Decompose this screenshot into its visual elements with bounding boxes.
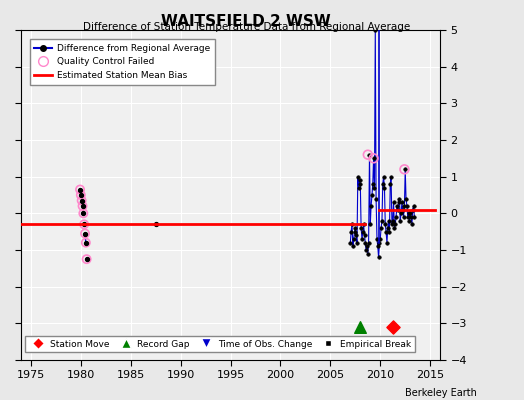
- Text: Difference of Station Temperature Data from Regional Average: Difference of Station Temperature Data f…: [83, 22, 410, 32]
- Point: [82, 256, 91, 262]
- Legend: Station Move, Record Gap, Time of Obs. Change, Empirical Break: Station Move, Record Gap, Time of Obs. C…: [26, 336, 415, 352]
- Point: [77, 192, 85, 198]
- Point: [76, 186, 84, 193]
- Point: [81, 230, 89, 237]
- Point: [79, 210, 88, 216]
- Point: [151, 221, 160, 228]
- Point: [389, 324, 397, 330]
- Point: [356, 324, 365, 330]
- Point: [82, 240, 90, 246]
- Point: [81, 230, 89, 237]
- Point: [79, 203, 87, 209]
- Point: [400, 166, 409, 172]
- Point: [80, 221, 89, 228]
- Text: Berkeley Earth: Berkeley Earth: [405, 388, 477, 398]
- Text: WAITSFIELD 2 WSW: WAITSFIELD 2 WSW: [161, 14, 331, 29]
- Point: [80, 221, 89, 228]
- Point: [78, 197, 86, 204]
- Point: [76, 186, 84, 193]
- Point: [79, 210, 88, 216]
- Point: [364, 152, 372, 158]
- Point: [82, 240, 90, 246]
- Point: [78, 197, 86, 204]
- Point: [369, 155, 378, 162]
- Point: [79, 203, 87, 209]
- Point: [82, 256, 91, 262]
- Point: [77, 192, 85, 198]
